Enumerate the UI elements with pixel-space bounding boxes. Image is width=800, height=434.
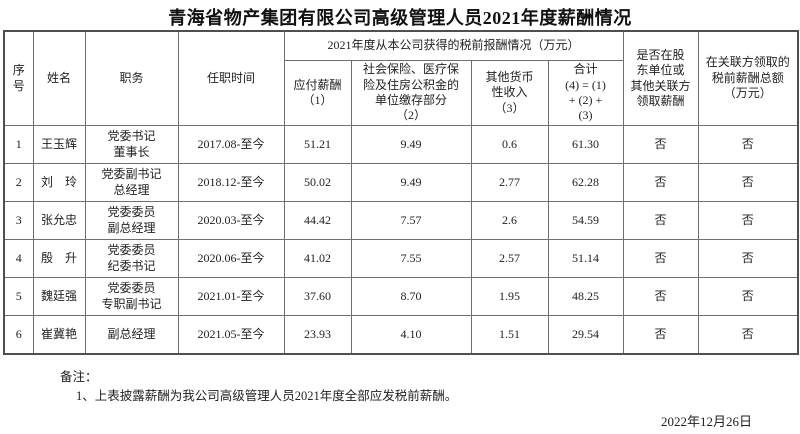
cell-shareholder-pay: 否 [622, 125, 699, 164]
cell-related-pay: 否 [697, 201, 799, 240]
header-col-total: 合计 (4) = (1) + (2) + (3) [547, 60, 624, 126]
cell-no: 3 [3, 201, 34, 240]
cell-position: 党委委员 纪委书记 [84, 239, 179, 278]
cell-payable: 23.93 [283, 315, 352, 354]
cell-other-income: 1.95 [470, 277, 549, 316]
cell-total: 54.59 [547, 201, 624, 240]
cell-tenure: 2021.01-至今 [177, 277, 285, 316]
cell-no: 5 [3, 277, 34, 316]
cell-tenure: 2020.06-至今 [177, 239, 285, 278]
cell-shareholder-pay: 否 [622, 277, 699, 316]
cell-payable: 37.60 [283, 277, 352, 316]
cell-no: 2 [3, 163, 34, 202]
table-row: 4 殷 升 党委委员 纪委书记 2020.06-至今 41.02 7.55 2.… [3, 239, 799, 278]
header-col-no: 序 号 [3, 30, 34, 126]
cell-tenure: 2020.03-至今 [177, 201, 285, 240]
report-date: 2022年12月26日 [660, 414, 752, 429]
header-row-top: 序 号 姓名 职务 任职时间 2021年度从本公司获得的税前报酬情况（万元） 是… [3, 30, 799, 126]
cell-other-income: 2.57 [470, 239, 549, 278]
cell-total: 48.25 [547, 277, 624, 316]
cell-name: 张允忠 [32, 201, 86, 240]
cell-position: 副总经理 [84, 315, 179, 354]
cell-other-income: 2.6 [470, 201, 549, 240]
header-col-related-pay: 在关联方领取的 税前薪酬总额 （万元） [697, 30, 799, 126]
cell-insurance: 7.57 [350, 201, 472, 240]
cell-tenure: 2017.08-至今 [177, 125, 285, 164]
cell-other-income: 1.51 [470, 315, 549, 354]
cell-insurance: 4.10 [350, 315, 472, 354]
table-row: 6 崔冀艳 副总经理 2021.05-至今 23.93 4.10 1.51 29… [3, 315, 799, 354]
header-col-other-income: 其他货币 性收入 （3） [470, 60, 549, 126]
header-col-tenure: 任职时间 [177, 30, 285, 126]
cell-insurance: 9.49 [350, 163, 472, 202]
cell-name: 王玉辉 [32, 125, 86, 164]
cell-no: 1 [3, 125, 34, 164]
cell-total: 61.30 [547, 125, 624, 164]
cell-payable: 41.02 [283, 239, 352, 278]
cell-other-income: 2.77 [470, 163, 549, 202]
cell-position: 党委委员 副总经理 [84, 201, 179, 240]
header-group-pretax: 2021年度从本公司获得的税前报酬情况（万元） [283, 30, 624, 61]
cell-payable: 44.42 [283, 201, 352, 240]
header-col-shareholder-pay: 是否在股 东单位或 其他关联方 领取薪酬 [622, 30, 699, 126]
cell-no: 6 [3, 315, 34, 354]
header-col-payable: 应付薪酬 （1） [283, 60, 352, 126]
cell-insurance: 7.55 [350, 239, 472, 278]
header-col-position: 职务 [84, 30, 179, 126]
header-col-insurance: 社会保险、医疗保 险及住房公积金的 单位缴存部分 （2） [350, 60, 472, 126]
header-row-sub: 应付薪酬 （1） 社会保险、医疗保 险及住房公积金的 单位缴存部分 （2） 其他… [4, 60, 798, 126]
cell-shareholder-pay: 否 [622, 239, 699, 278]
cell-no: 4 [3, 239, 34, 278]
cell-other-income: 0.6 [470, 125, 549, 164]
cell-related-pay: 否 [697, 239, 799, 278]
cell-name: 崔冀艳 [32, 315, 86, 354]
header-col-name: 姓名 [32, 30, 86, 126]
cell-position: 党委委员 专职副书记 [84, 277, 179, 316]
cell-total: 62.28 [547, 163, 624, 202]
cell-shareholder-pay: 否 [622, 315, 699, 354]
cell-related-pay: 否 [697, 315, 799, 354]
cell-tenure: 2021.05-至今 [177, 315, 285, 354]
cell-shareholder-pay: 否 [622, 201, 699, 240]
cell-insurance: 8.70 [350, 277, 472, 316]
cell-insurance: 9.49 [350, 125, 472, 164]
table-row: 3 张允忠 党委委员 副总经理 2020.03-至今 44.42 7.57 2.… [3, 201, 799, 240]
document-title: 青海省物产集团有限公司高级管理人员2021年度薪酬情况 [168, 8, 632, 28]
note-item-1: 1、上表披露薪酬为我公司高级管理人员2021年度全部应发税前薪酬。 [76, 389, 458, 403]
cell-related-pay: 否 [697, 125, 799, 164]
cell-related-pay: 否 [697, 163, 799, 202]
table-row: 1 王玉辉 党委书记 董事长 2017.08-至今 51.21 9.49 0.6… [3, 125, 799, 164]
cell-position: 党委副书记 总经理 [84, 163, 179, 202]
cell-total: 29.54 [547, 315, 624, 354]
cell-related-pay: 否 [697, 277, 799, 316]
cell-tenure: 2018.12-至今 [177, 163, 285, 202]
cell-position: 党委书记 董事长 [84, 125, 179, 164]
cell-total: 51.14 [547, 239, 624, 278]
table-row: 2 刘 玲 党委副书记 总经理 2018.12-至今 50.02 9.49 2.… [3, 163, 799, 202]
cell-shareholder-pay: 否 [622, 163, 699, 202]
cell-name: 刘 玲 [32, 163, 86, 202]
cell-payable: 50.02 [283, 163, 352, 202]
cell-name: 殷 升 [32, 239, 86, 278]
table-row: 5 魏廷强 党委委员 专职副书记 2021.01-至今 37.60 8.70 1… [3, 277, 799, 316]
cell-payable: 51.21 [283, 125, 352, 164]
cell-name: 魏廷强 [32, 277, 86, 316]
compensation-table: 序 号 姓名 职务 任职时间 2021年度从本公司获得的税前报酬情况（万元） 是… [3, 30, 800, 355]
notes-label: 备注： [60, 370, 98, 384]
